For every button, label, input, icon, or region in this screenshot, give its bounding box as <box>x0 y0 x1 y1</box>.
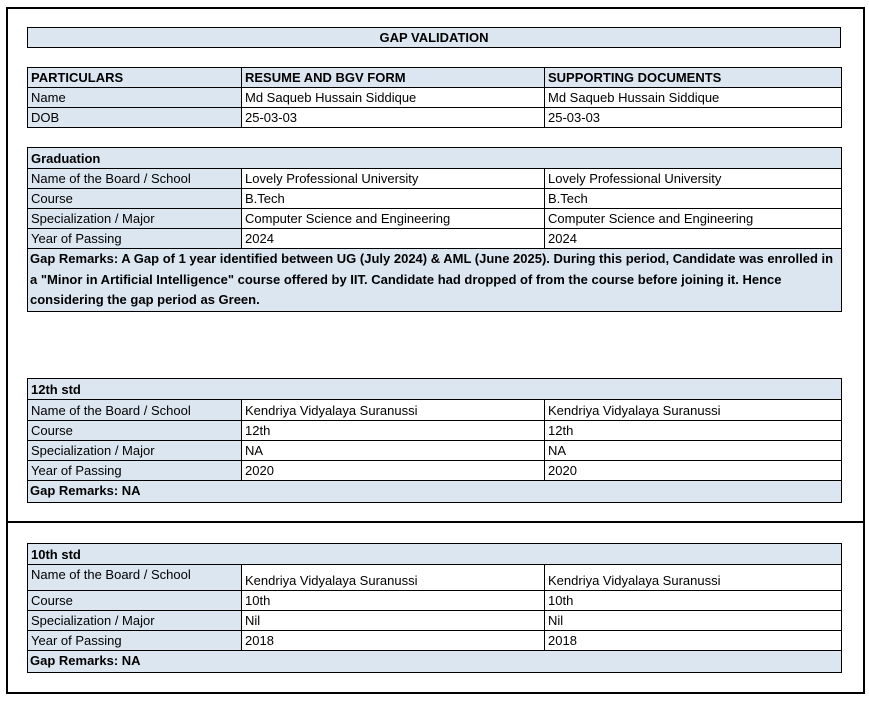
gap-remarks: Gap Remarks: NA <box>26 650 843 673</box>
row-value: Md Saqueb Hussain Siddique <box>241 87 545 108</box>
row-value: Lovely Professional University <box>543 168 843 189</box>
table-row: Year of Passing 2018 2018 <box>27 630 843 651</box>
row-label: Year of Passing <box>27 228 242 249</box>
section-heading-row: 10th std <box>26 543 843 565</box>
table-row: Course B.Tech B.Tech <box>27 188 843 209</box>
table-row: Course 10th 10th <box>27 590 843 611</box>
row-value: 25-03-03 <box>241 107 545 128</box>
row-label: Name of the Board / School <box>27 168 242 189</box>
document-frame <box>6 7 865 694</box>
row-value: Kendriya Vidyalaya Suranussi <box>241 564 545 591</box>
row-value: NA <box>543 440 843 461</box>
row-value: Kendriya Vidyalaya Suranussi <box>543 399 843 421</box>
row-label: Specialization / Major <box>27 208 242 229</box>
row-value: 2020 <box>543 460 843 481</box>
header-row: PARTICULARS RESUME AND BGV FORM SUPPORTING… <box>27 67 842 88</box>
row-label: Name of the Board / School <box>27 564 242 591</box>
row-value: B.Tech <box>241 188 545 209</box>
gap-remarks-row: Gap Remarks: NA <box>26 480 843 503</box>
row-value: 12th <box>241 420 545 441</box>
row-label: Specialization / Major <box>27 440 242 461</box>
row-value: 10th <box>241 590 545 611</box>
row-value: Kendriya Vidyalaya Suranussi <box>543 564 843 591</box>
row-value: 10th <box>543 590 843 611</box>
gap-remarks: Gap Remarks: NA <box>26 480 843 503</box>
row-value: NA <box>241 440 545 461</box>
row-value: Lovely Professional University <box>241 168 545 189</box>
table-row: Name of the Board / School Kendriya Vidya… <box>27 564 843 591</box>
column-header: RESUME AND BGV FORM <box>241 67 545 88</box>
table-row: DOB 25-03-03 25-03-03 <box>27 107 842 128</box>
table-row: Name Md Saqueb Hussain Siddique Md Saqueb … <box>27 87 842 108</box>
gap-remarks-row: Gap Remarks: A Gap of 1 year identified … <box>26 248 843 312</box>
table-row: Name of the Board / School Lovely Profess… <box>27 168 843 189</box>
row-label: Course <box>27 590 242 611</box>
row-value: Kendriya Vidyalaya Suranussi <box>241 399 545 421</box>
row-value: 2018 <box>241 630 545 651</box>
table-row: Year of Passing 2024 2024 <box>27 228 843 249</box>
row-value: Nil <box>543 610 843 631</box>
row-value: 2024 <box>543 228 843 249</box>
table-row: Specialization / Major NA NA <box>27 440 843 461</box>
row-label: DOB <box>27 107 242 128</box>
row-label: Course <box>27 420 242 441</box>
12th-std-table: 12th std Name of the Board / School Kendri… <box>26 378 843 503</box>
section-heading: Graduation <box>26 147 843 169</box>
row-value: 2018 <box>543 630 843 651</box>
10th-std-table: 10th std Name of the Board / School Kendri… <box>26 543 843 673</box>
page-title: GAP VALIDATION <box>27 27 841 48</box>
row-value: Computer Science and Engineering <box>241 208 545 229</box>
table-row: Name of the Board / School Kendriya Vidya… <box>27 399 843 421</box>
page-divider <box>6 521 865 523</box>
column-header: SUPPORTING DOCUMENTS <box>544 67 842 88</box>
gap-remarks: Gap Remarks: A Gap of 1 year identified … <box>26 248 843 312</box>
table-row: Specialization / Major Nil Nil <box>27 610 843 631</box>
particulars-table: PARTICULARS RESUME AND BGV FORM SUPPORTING… <box>27 67 842 128</box>
row-label: Specialization / Major <box>27 610 242 631</box>
section-heading: 10th std <box>26 543 843 565</box>
table-row: Year of Passing 2020 2020 <box>27 460 843 481</box>
row-label: Name of the Board / School <box>27 399 242 421</box>
title-bar: GAP VALIDATION <box>27 27 841 48</box>
table-row: Specialization / Major Computer Science a… <box>27 208 843 229</box>
graduation-table: Graduation Name of the Board / School Love… <box>26 147 843 312</box>
row-value: 12th <box>543 420 843 441</box>
row-value: Md Saqueb Hussain Siddique <box>544 87 842 108</box>
row-label: Course <box>27 188 242 209</box>
row-label: Name <box>27 87 242 108</box>
gap-remarks-row: Gap Remarks: NA <box>26 650 843 673</box>
row-label: Year of Passing <box>27 630 242 651</box>
row-value: Computer Science and Engineering <box>543 208 843 229</box>
table-row: Course 12th 12th <box>27 420 843 441</box>
row-value: 25-03-03 <box>544 107 842 128</box>
row-value: 2020 <box>241 460 545 481</box>
row-label: Year of Passing <box>27 460 242 481</box>
column-header: PARTICULARS <box>27 67 242 88</box>
section-heading-row: 12th std <box>26 378 843 400</box>
row-value: Nil <box>241 610 545 631</box>
row-value: 2024 <box>241 228 545 249</box>
row-value: B.Tech <box>543 188 843 209</box>
section-heading-row: Graduation <box>26 147 843 169</box>
section-heading: 12th std <box>26 378 843 400</box>
